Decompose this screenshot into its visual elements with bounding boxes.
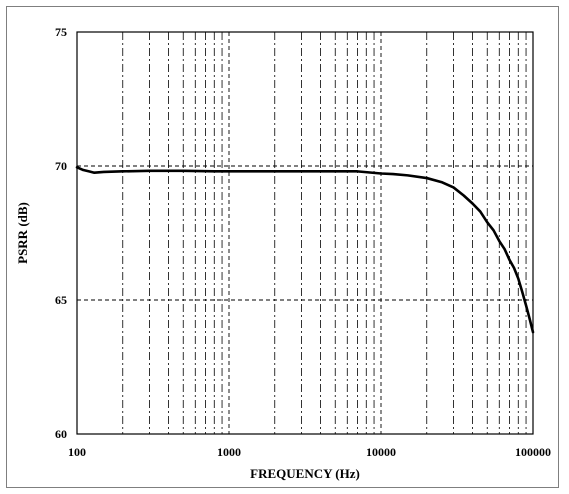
chart-frame — [6, 6, 559, 488]
y-tick-label: 60 — [55, 427, 67, 441]
y-tick-label: 70 — [55, 159, 67, 173]
plot-area-border — [76, 31, 534, 435]
x-tick-label: 1000 — [217, 445, 241, 459]
series-layer — [75, 166, 535, 334]
tick-labels: 100 1000 10000 100000 60 65 70 75 — [55, 25, 551, 459]
x-axis-label: FREQUENCY (Hz) — [250, 466, 360, 481]
psrr-series-line — [75, 166, 535, 334]
y-tick-label: 65 — [55, 293, 67, 307]
y-tick-label: 75 — [55, 25, 67, 39]
x-tick-label: 100 — [68, 445, 86, 459]
grid-lines — [77, 32, 533, 434]
x-tick-label: 10000 — [366, 445, 396, 459]
x-tick-label: 100000 — [515, 445, 551, 459]
y-axis-label: PSRR (dB) — [15, 202, 30, 264]
